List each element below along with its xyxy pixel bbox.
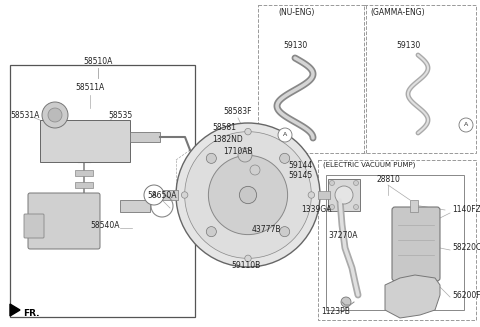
Bar	[75, 170, 93, 176]
Text: A: A	[152, 192, 156, 198]
Circle shape	[278, 128, 292, 142]
Circle shape	[181, 192, 188, 198]
Circle shape	[329, 204, 335, 210]
Text: 58650A: 58650A	[147, 191, 177, 199]
Text: 59144: 59144	[288, 161, 312, 169]
FancyBboxPatch shape	[24, 214, 44, 238]
Circle shape	[176, 123, 320, 267]
Polygon shape	[10, 304, 20, 316]
FancyBboxPatch shape	[392, 207, 440, 281]
Text: 58510A: 58510A	[84, 58, 113, 66]
Circle shape	[206, 153, 216, 164]
Circle shape	[335, 186, 353, 204]
Text: 59130: 59130	[396, 41, 420, 49]
Circle shape	[208, 155, 288, 234]
Circle shape	[353, 204, 359, 210]
Text: 59130: 59130	[283, 41, 307, 49]
Text: (NU-ENG): (NU-ENG)	[278, 8, 314, 16]
Circle shape	[48, 108, 62, 122]
Circle shape	[459, 118, 473, 132]
Bar	[410, 200, 418, 212]
Text: 58531A: 58531A	[10, 111, 40, 119]
Bar	[10, 65, 195, 317]
Text: 1382ND: 1382ND	[213, 135, 243, 145]
Bar	[40, 120, 130, 162]
Bar	[75, 182, 93, 188]
Circle shape	[245, 255, 251, 262]
Bar	[318, 160, 476, 320]
Bar	[158, 190, 178, 200]
Text: 58220C: 58220C	[452, 244, 480, 252]
Circle shape	[240, 186, 257, 204]
Circle shape	[280, 227, 290, 237]
Bar	[328, 179, 360, 211]
Text: (GAMMA-ENG): (GAMMA-ENG)	[370, 8, 425, 16]
Bar	[258, 5, 366, 153]
Text: 43777B: 43777B	[251, 226, 281, 234]
Circle shape	[144, 185, 164, 205]
Circle shape	[329, 181, 335, 185]
Circle shape	[250, 165, 260, 175]
Bar	[130, 132, 160, 142]
Bar	[326, 175, 464, 310]
Text: 58583F: 58583F	[224, 108, 252, 116]
Text: 59145: 59145	[288, 171, 312, 181]
Text: 1140FZ: 1140FZ	[452, 205, 480, 215]
Bar	[120, 200, 150, 212]
Circle shape	[353, 181, 359, 185]
Circle shape	[308, 192, 314, 198]
Text: 58540A: 58540A	[90, 220, 120, 230]
Text: 58535: 58535	[108, 111, 132, 119]
Text: 58511A: 58511A	[75, 83, 105, 93]
Bar	[318, 191, 330, 199]
Circle shape	[42, 102, 68, 128]
Text: 37270A: 37270A	[328, 231, 358, 239]
Circle shape	[185, 132, 312, 258]
Text: (ELECTRIC VACUUM PUMP): (ELECTRIC VACUUM PUMP)	[323, 162, 415, 168]
Circle shape	[280, 153, 290, 164]
Text: 1710AB: 1710AB	[223, 147, 253, 157]
Circle shape	[238, 148, 252, 162]
Text: 28810: 28810	[376, 176, 400, 184]
Text: 58581: 58581	[212, 124, 236, 132]
Circle shape	[341, 297, 351, 307]
Text: 1123PB: 1123PB	[322, 307, 350, 317]
Text: A: A	[283, 132, 287, 137]
Text: FR.: FR.	[23, 309, 39, 318]
Polygon shape	[385, 275, 440, 318]
FancyBboxPatch shape	[28, 193, 100, 249]
Text: 59110B: 59110B	[231, 261, 261, 269]
Circle shape	[245, 129, 251, 135]
Text: A: A	[464, 123, 468, 128]
Text: 1339GA: 1339GA	[301, 205, 331, 215]
Circle shape	[206, 227, 216, 237]
Text: 56200F: 56200F	[452, 290, 480, 300]
Bar	[364, 5, 476, 153]
